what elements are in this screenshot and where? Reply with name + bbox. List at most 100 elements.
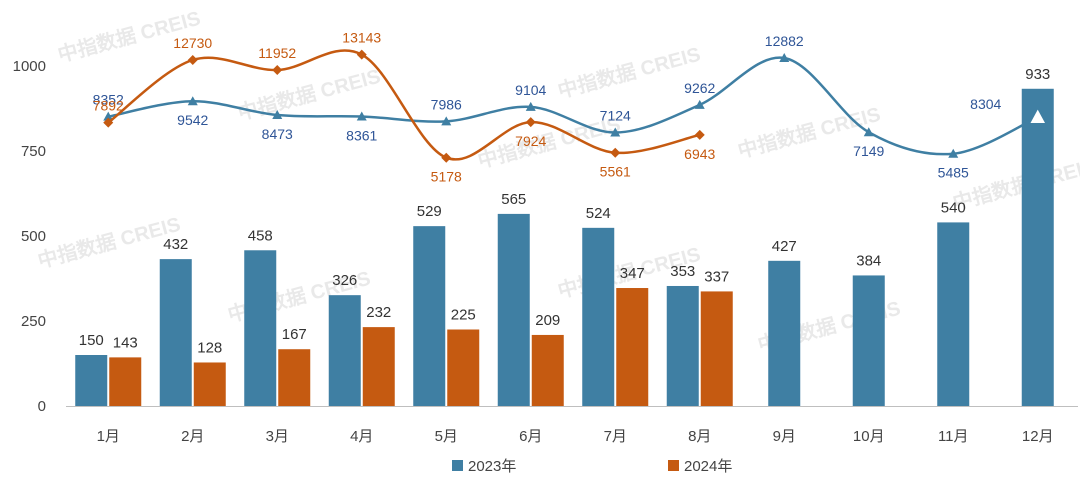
bar-data-label: 384 (856, 252, 881, 269)
bar (159, 259, 192, 406)
bar (447, 329, 480, 406)
line-marker (1030, 109, 1046, 123)
line-marker (610, 147, 621, 158)
line-series (108, 56, 1039, 156)
bar-data-label: 529 (417, 203, 442, 220)
x-tick-label: 11月 (938, 428, 969, 445)
bar (582, 227, 615, 406)
bar (193, 362, 226, 406)
bar-data-label: 128 (197, 339, 222, 356)
line-marker (356, 111, 367, 121)
x-tick-label: 4月 (350, 428, 373, 445)
line-data-label: 7986 (431, 96, 462, 112)
x-tick-label: 5月 (435, 428, 458, 445)
y-tick-label: 500 (21, 228, 46, 245)
line-data-label: 7892 (93, 98, 124, 114)
line-marker (272, 65, 283, 76)
watermark-text: 中指数据 CREIS (555, 42, 703, 103)
y-tick-label: 0 (38, 398, 46, 415)
legend-label: 2024年 (684, 458, 732, 475)
y-tick-label: 1000 (13, 58, 46, 75)
bar-series-layer (75, 88, 1054, 406)
line-marker (103, 117, 114, 128)
line-marker (272, 110, 283, 120)
x-tick-label: 8月 (688, 428, 711, 445)
line-marker (694, 129, 705, 140)
bar-data-label: 565 (501, 191, 526, 208)
data-label-layer: 150 432 458 326 529 565 524 353 427 384 540 933 143 1… (79, 30, 1051, 357)
bar (852, 275, 885, 406)
line-data-label: 7924 (515, 133, 546, 149)
line-data-label: 8304 (970, 96, 1001, 112)
line-marker (187, 96, 198, 106)
line-data-label: 9542 (177, 112, 208, 128)
bar-data-label: 326 (332, 272, 357, 289)
bar (413, 226, 446, 406)
line-data-label: 8473 (262, 126, 293, 142)
bar-data-label: 540 (941, 199, 966, 216)
line-data-label: 9104 (515, 82, 546, 98)
bar-data-label: 209 (535, 312, 560, 329)
line-data-label: 5178 (431, 169, 462, 185)
bar (328, 295, 361, 406)
bar-data-label: 150 (79, 332, 104, 349)
line-marker (694, 99, 705, 109)
bar (75, 355, 108, 406)
bar-data-label: 524 (586, 205, 611, 222)
line-marker (356, 49, 367, 60)
bar-data-label: 167 (282, 326, 307, 343)
legend-swatch (452, 460, 463, 471)
bar (362, 327, 395, 406)
line-marker (779, 52, 790, 62)
legend: 2023年 2024年 (452, 458, 732, 475)
x-tick-label: 10月 (853, 428, 885, 445)
line-data-label: 7124 (600, 108, 631, 124)
bar-data-label: 232 (366, 304, 391, 321)
bar (937, 222, 970, 406)
line-series-layer (103, 49, 1046, 163)
x-tick-label: 12月 (1022, 428, 1054, 445)
x-tick-label: 2月 (181, 428, 204, 445)
line-marker (441, 152, 452, 163)
bar-data-label: 353 (670, 263, 695, 280)
line-data-label: 7149 (853, 143, 884, 159)
legend-label: 2023年 (468, 458, 516, 475)
bar-data-label: 143 (113, 334, 138, 351)
x-tick-label: 6月 (519, 428, 542, 445)
line-marker (948, 148, 959, 158)
line-data-label: 8352 (93, 92, 124, 108)
bar-data-label: 225 (451, 307, 476, 324)
x-tick-label: 7月 (604, 428, 627, 445)
x-tick-label: 1月 (97, 428, 120, 445)
bar-data-label: 933 (1025, 66, 1050, 83)
bar-data-label: 337 (704, 268, 729, 285)
line-data-label: 13143 (342, 30, 381, 46)
line-marker (610, 127, 621, 137)
bar-data-label: 432 (163, 236, 188, 253)
bar (700, 291, 733, 406)
bar (666, 285, 699, 406)
bar (1021, 88, 1054, 406)
line-data-label: 8361 (346, 128, 377, 144)
bar-data-label: 347 (620, 265, 645, 282)
watermark-text: 中指数据 CREIS (950, 154, 1080, 215)
y-tick-label: 250 (21, 313, 46, 330)
bar (616, 288, 649, 406)
bar-data-label: 458 (248, 227, 273, 244)
bar-data-label: 427 (772, 238, 797, 255)
bar (531, 334, 564, 406)
bar (244, 250, 277, 406)
legend-swatch (668, 460, 679, 471)
line-marker (863, 127, 874, 137)
line-data-label: 12730 (173, 35, 212, 51)
x-tick-label: 9月 (773, 428, 796, 445)
line-marker (187, 54, 198, 65)
line-marker (441, 116, 452, 126)
line-marker (525, 101, 536, 111)
line-data-label: 11952 (258, 45, 296, 61)
bar (109, 357, 142, 406)
line-data-label: 5485 (938, 165, 969, 181)
x-tick-label: 3月 (266, 428, 289, 445)
